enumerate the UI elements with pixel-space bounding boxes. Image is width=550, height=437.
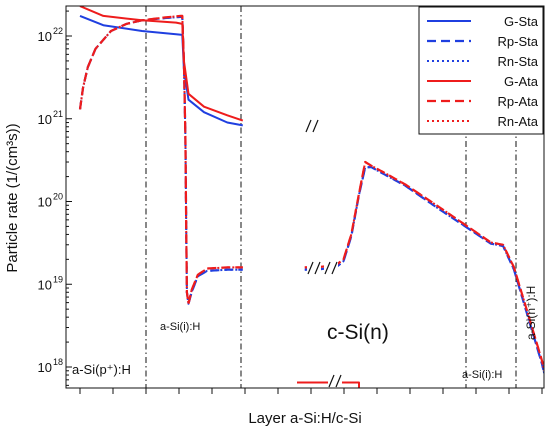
series-line-g-ata-seg0	[79, 6, 244, 122]
region-label-n-plus: a-Si(n⁺):H	[524, 286, 538, 340]
series-line-rn-ata-seg0	[79, 14, 243, 305]
axis-break-mask	[324, 261, 338, 275]
y-tick-label: 10	[38, 360, 52, 375]
y-tick-label: 10	[38, 112, 52, 127]
axis-break-stroke	[314, 261, 321, 275]
y-tick-exponent: 22	[53, 26, 63, 36]
region-label-i-back: a-Si(i):H	[462, 369, 502, 381]
plot-frame	[65, 5, 545, 389]
series-line-rn-sta-seg0	[79, 15, 243, 305]
y-tick-exponent: 21	[53, 109, 63, 119]
y-tick-label: 10	[38, 29, 52, 44]
series-line-g-sta-seg0	[79, 14, 243, 127]
series-line-rn-sta-seg1	[304, 166, 544, 377]
axis-break-stroke	[324, 261, 331, 275]
series-line-rp-ata-seg1	[304, 160, 544, 374]
series-line-rp-ata-seg0	[78, 14, 243, 305]
axis-break-mark-right	[324, 261, 338, 275]
y-tick-label: 10	[38, 277, 52, 292]
axis-break-mark-bottom	[328, 374, 342, 388]
region-label-c-si: c-Si(n)	[327, 321, 389, 344]
legend-label: Rn-Ata	[498, 114, 539, 129]
legend-box	[418, 6, 544, 135]
axis-break-stroke	[335, 374, 342, 388]
legend-label: G-Sta	[504, 14, 539, 29]
legend-item-rp-ata: Rp-Ata	[427, 94, 539, 109]
axis-break-mask	[328, 374, 342, 388]
axis-break-stroke	[307, 261, 314, 275]
y-axis-label: Particle rate (1/(cm³s))	[4, 123, 21, 272]
legend-item-rn-sta: Rn-Sta	[427, 54, 539, 69]
series-line-rp-sta-seg0	[78, 15, 243, 305]
legend-label: Rp-Sta	[498, 34, 539, 49]
axis-break-mark-left	[307, 261, 321, 275]
axis-break-mask	[305, 119, 319, 133]
region-label-p-plus: a-Si(p⁺):H	[72, 362, 131, 377]
axis-break-stroke	[312, 119, 319, 133]
legend-item-rn-ata: Rn-Ata	[427, 114, 539, 129]
region-label-i-front: a-Si(i):H	[160, 321, 200, 333]
legend-item-g-ata: G-Ata	[427, 74, 539, 89]
legend-label: Rn-Sta	[498, 54, 539, 69]
y-tick-exponent: 19	[53, 274, 63, 284]
axis-break-stroke	[328, 374, 335, 388]
y-tick-exponent: 18	[53, 357, 63, 367]
axis-break-stroke	[331, 261, 338, 275]
y-tick-exponent: 20	[53, 192, 63, 202]
series-line-g-ata-seg1	[297, 381, 360, 388]
series-line-rp-sta-seg1	[304, 166, 544, 378]
legend-item-g-sta: G-Sta	[427, 14, 539, 29]
legend-label: G-Ata	[504, 74, 539, 89]
legend-item-rp-sta: Rp-Sta	[427, 34, 539, 49]
axis-break-mark-upper	[305, 119, 319, 133]
y-tick-label: 10	[38, 195, 52, 210]
series-line-rn-ata-seg1	[304, 161, 544, 374]
x-axis-label: Layer a-Si:H/c-Si	[248, 410, 361, 427]
legend-label: Rp-Ata	[498, 94, 539, 109]
axis-break-stroke	[305, 119, 312, 133]
axis-break-mask	[307, 261, 321, 275]
